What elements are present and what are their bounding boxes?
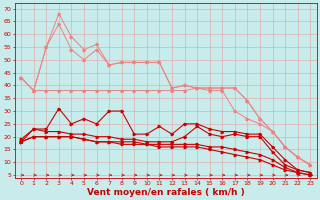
X-axis label: Vent moyen/en rafales ( km/h ): Vent moyen/en rafales ( km/h )	[87, 188, 244, 197]
